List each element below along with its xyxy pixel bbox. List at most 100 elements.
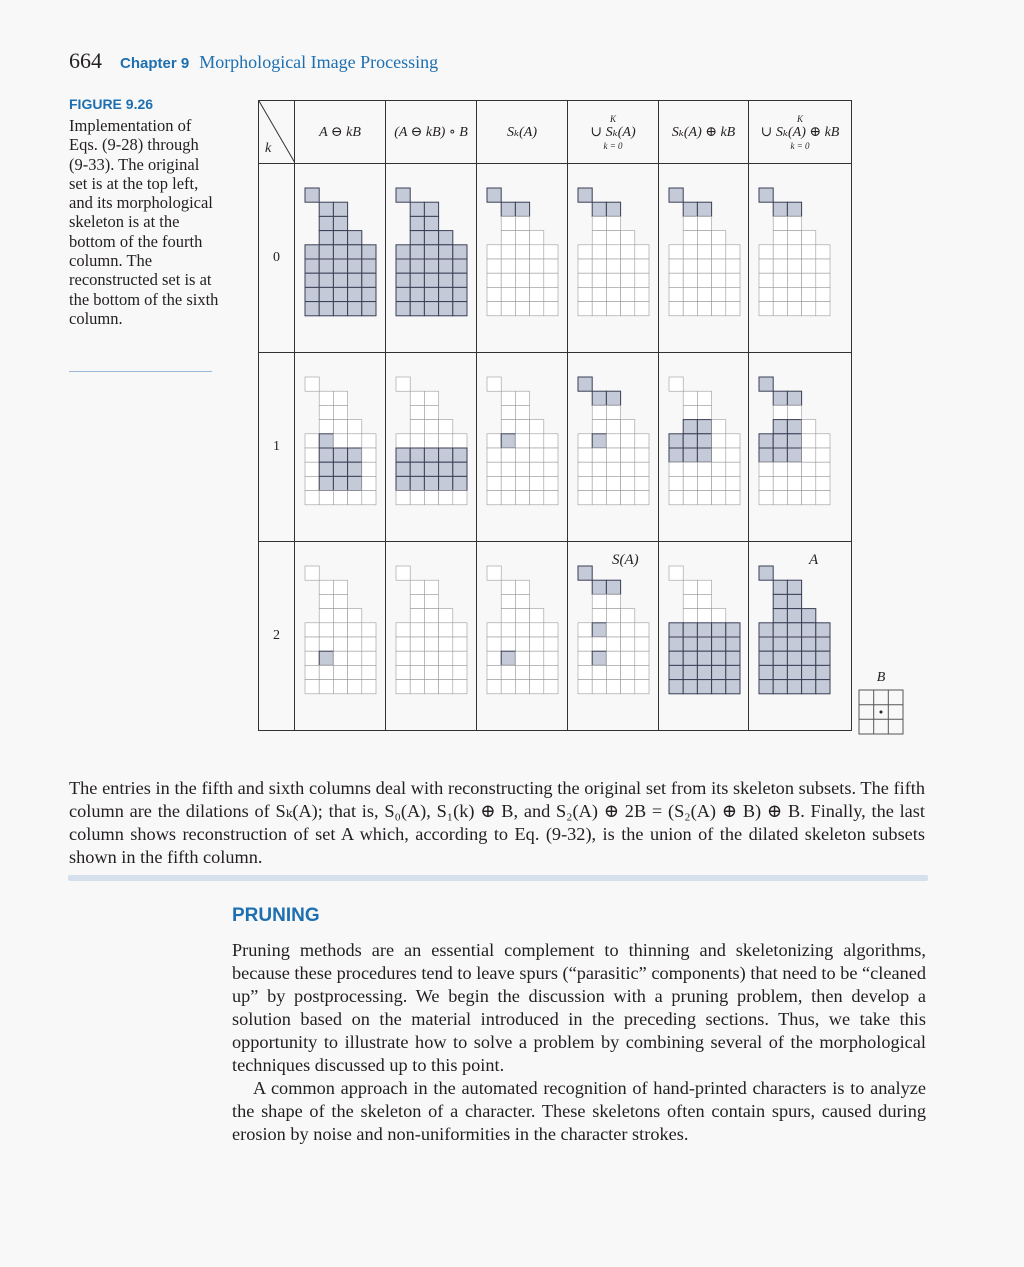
background-pixel: [529, 461, 545, 477]
background-pixel: [620, 608, 636, 624]
background-pixel: [500, 258, 516, 274]
background-pixel: [395, 622, 411, 638]
chapter-title: Morphological Image Processing: [199, 52, 439, 72]
background-pixel: [620, 650, 636, 666]
set-pixel: [772, 622, 788, 638]
set-pixel: [500, 201, 516, 217]
background-pixel: [697, 216, 712, 231]
set-pixel: [801, 679, 817, 695]
set-pixel: [332, 230, 349, 246]
background-pixel: [529, 490, 545, 506]
background-pixel: [758, 272, 774, 288]
background-pixel: [500, 461, 516, 477]
pixel-grid: [577, 565, 650, 695]
background-pixel: [438, 650, 454, 666]
background-pixel: [333, 650, 348, 666]
background-pixel: [333, 579, 348, 595]
background-pixel: [606, 419, 621, 435]
diagonal-line: [259, 101, 295, 163]
background-pixel: [438, 419, 454, 435]
set-pixel: [772, 664, 788, 681]
set-pixel: [500, 650, 516, 666]
set-pixel: [438, 230, 454, 246]
background-pixel: [486, 650, 502, 666]
row-label: 1: [258, 352, 295, 542]
set-pixel: [304, 286, 320, 303]
background-pixel: [682, 216, 698, 231]
background-pixel: [606, 301, 621, 317]
background-pixel: [577, 287, 593, 302]
grid-panel: S(A): [567, 541, 659, 731]
background-pixel: [543, 665, 559, 680]
caption-rule: [69, 371, 212, 372]
set-pixel: [423, 272, 440, 288]
background-pixel: [591, 461, 607, 477]
set-pixel: [395, 244, 411, 260]
set-pixel: [409, 447, 425, 463]
background-pixel: [682, 608, 698, 624]
background-pixel: [500, 244, 516, 260]
grid-panel: [658, 352, 749, 542]
figure-table: k A ⊖ kB (A ⊖ kB) ∘ B Sₖ(A) K ∪ Sₖ(A) k …: [258, 100, 852, 731]
background-pixel: [486, 461, 502, 477]
set-pixel: [409, 301, 425, 317]
background-pixel: [682, 301, 698, 317]
structuring-element-label: B: [876, 670, 886, 685]
background-pixel: [620, 636, 636, 652]
set-pixel: [786, 593, 803, 610]
grid-panel: [658, 163, 749, 353]
background-pixel: [486, 258, 502, 274]
set-pixel: [438, 286, 454, 303]
background-pixel: [318, 405, 334, 420]
background-pixel: [606, 433, 621, 449]
background-pixel: [682, 490, 698, 506]
background-pixel: [347, 679, 363, 695]
background-pixel: [318, 490, 334, 506]
background-pixel: [529, 258, 545, 274]
background-pixel: [424, 622, 439, 638]
set-pixel: [696, 664, 713, 681]
reconstructed-label: A: [809, 552, 819, 568]
background-pixel: [333, 622, 348, 638]
background-pixel: [529, 230, 545, 246]
set-pixel: [772, 419, 788, 435]
background-pixel: [529, 244, 545, 260]
background-pixel: [486, 565, 502, 581]
set-pixel: [452, 272, 468, 288]
set-pixel: [696, 636, 713, 652]
set-pixel: [452, 461, 468, 477]
background-pixel: [634, 447, 650, 463]
set-pixel: [347, 286, 363, 303]
set-pixel: [514, 201, 531, 217]
background-pixel: [606, 679, 621, 695]
set-pixel: [758, 187, 774, 203]
set-pixel: [332, 215, 349, 232]
set-pixel: [452, 447, 468, 463]
background-pixel: [711, 490, 727, 506]
background-pixel: [424, 679, 439, 695]
set-pixel: [332, 258, 349, 274]
set-pixel: [815, 664, 831, 681]
grid-panel: [476, 163, 568, 353]
background-pixel: [697, 594, 712, 609]
background-pixel: [591, 447, 607, 463]
background-pixel: [772, 258, 788, 274]
background-pixel: [500, 272, 516, 288]
set-pixel: [772, 636, 788, 652]
background-pixel: [529, 622, 545, 638]
grid-panel: [385, 352, 477, 542]
set-pixel: [423, 461, 440, 477]
background-pixel: [606, 608, 621, 624]
set-pixel: [772, 650, 788, 666]
set-pixel: [395, 258, 411, 274]
row-k2: 2 S(A) A: [258, 541, 852, 731]
background-pixel: [486, 301, 502, 317]
grid-panel: [567, 163, 659, 353]
set-pixel: [361, 301, 377, 317]
background-pixel: [409, 622, 425, 638]
background-pixel: [318, 419, 334, 435]
background-pixel: [347, 433, 363, 449]
set-pixel: [772, 679, 788, 695]
background-pixel: [361, 636, 377, 652]
background-pixel: [801, 447, 817, 463]
